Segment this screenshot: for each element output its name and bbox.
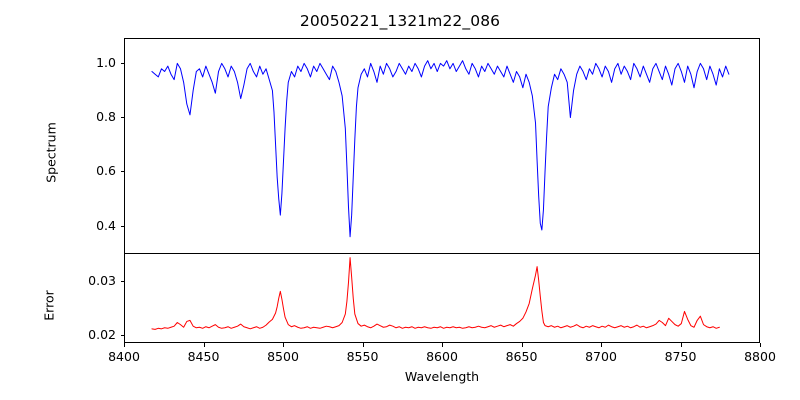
x-tick-label: 8800 — [744, 349, 776, 364]
x-tick-mark — [442, 343, 444, 347]
x-tick-mark — [362, 343, 364, 347]
x-tick-mark — [601, 343, 603, 347]
x-tick-mark — [760, 343, 762, 347]
spectrum-y-tick-mark — [120, 62, 124, 64]
error-y-tick-label: 0.03 — [88, 273, 116, 288]
error-y-tick-label: 0.02 — [88, 326, 116, 342]
x-tick-label: 8450 — [187, 349, 220, 364]
x-tick-mark — [521, 343, 523, 347]
error-line-series — [125, 254, 759, 342]
spectrum-axes — [124, 38, 760, 253]
spectrum-y-tick-mark — [120, 225, 124, 227]
spectrum-y-tick-mark — [120, 116, 124, 118]
spectrum-y-tick-mark — [120, 171, 124, 173]
x-tick-label: 8650 — [505, 349, 538, 364]
error-y-tick-mark — [120, 281, 124, 283]
error-y-tick-mark — [120, 334, 124, 336]
x-tick-mark — [203, 343, 205, 347]
x-tick-label: 8750 — [664, 349, 697, 364]
x-tick-mark — [283, 343, 285, 347]
chart-title: 20050221_1321m22_086 — [299, 12, 501, 30]
x-tick-mark — [124, 343, 126, 347]
x-tick-label: 8400 — [108, 349, 140, 364]
x-tick-mark — [680, 343, 682, 347]
x-tick-label: 8550 — [346, 349, 379, 364]
x-tick-label: 8500 — [267, 349, 299, 364]
spectrum-y-tick-label: 0.4 — [96, 217, 116, 233]
error-axis-label: Error — [41, 290, 57, 321]
x-tick-label: 8700 — [585, 349, 617, 364]
spectrum-axis-label: Spectrum — [43, 122, 59, 183]
x-tick-label: 8600 — [426, 349, 458, 364]
spectrum-y-tick-label: 1.0 — [96, 54, 116, 70]
spectrum-y-tick-label: 0.6 — [96, 163, 116, 179]
x-axis-label: Wavelength — [404, 369, 480, 384]
spectrum-y-tick-label: 0.8 — [96, 108, 116, 124]
spectrum-line-series — [125, 39, 759, 253]
error-axes — [124, 253, 760, 343]
